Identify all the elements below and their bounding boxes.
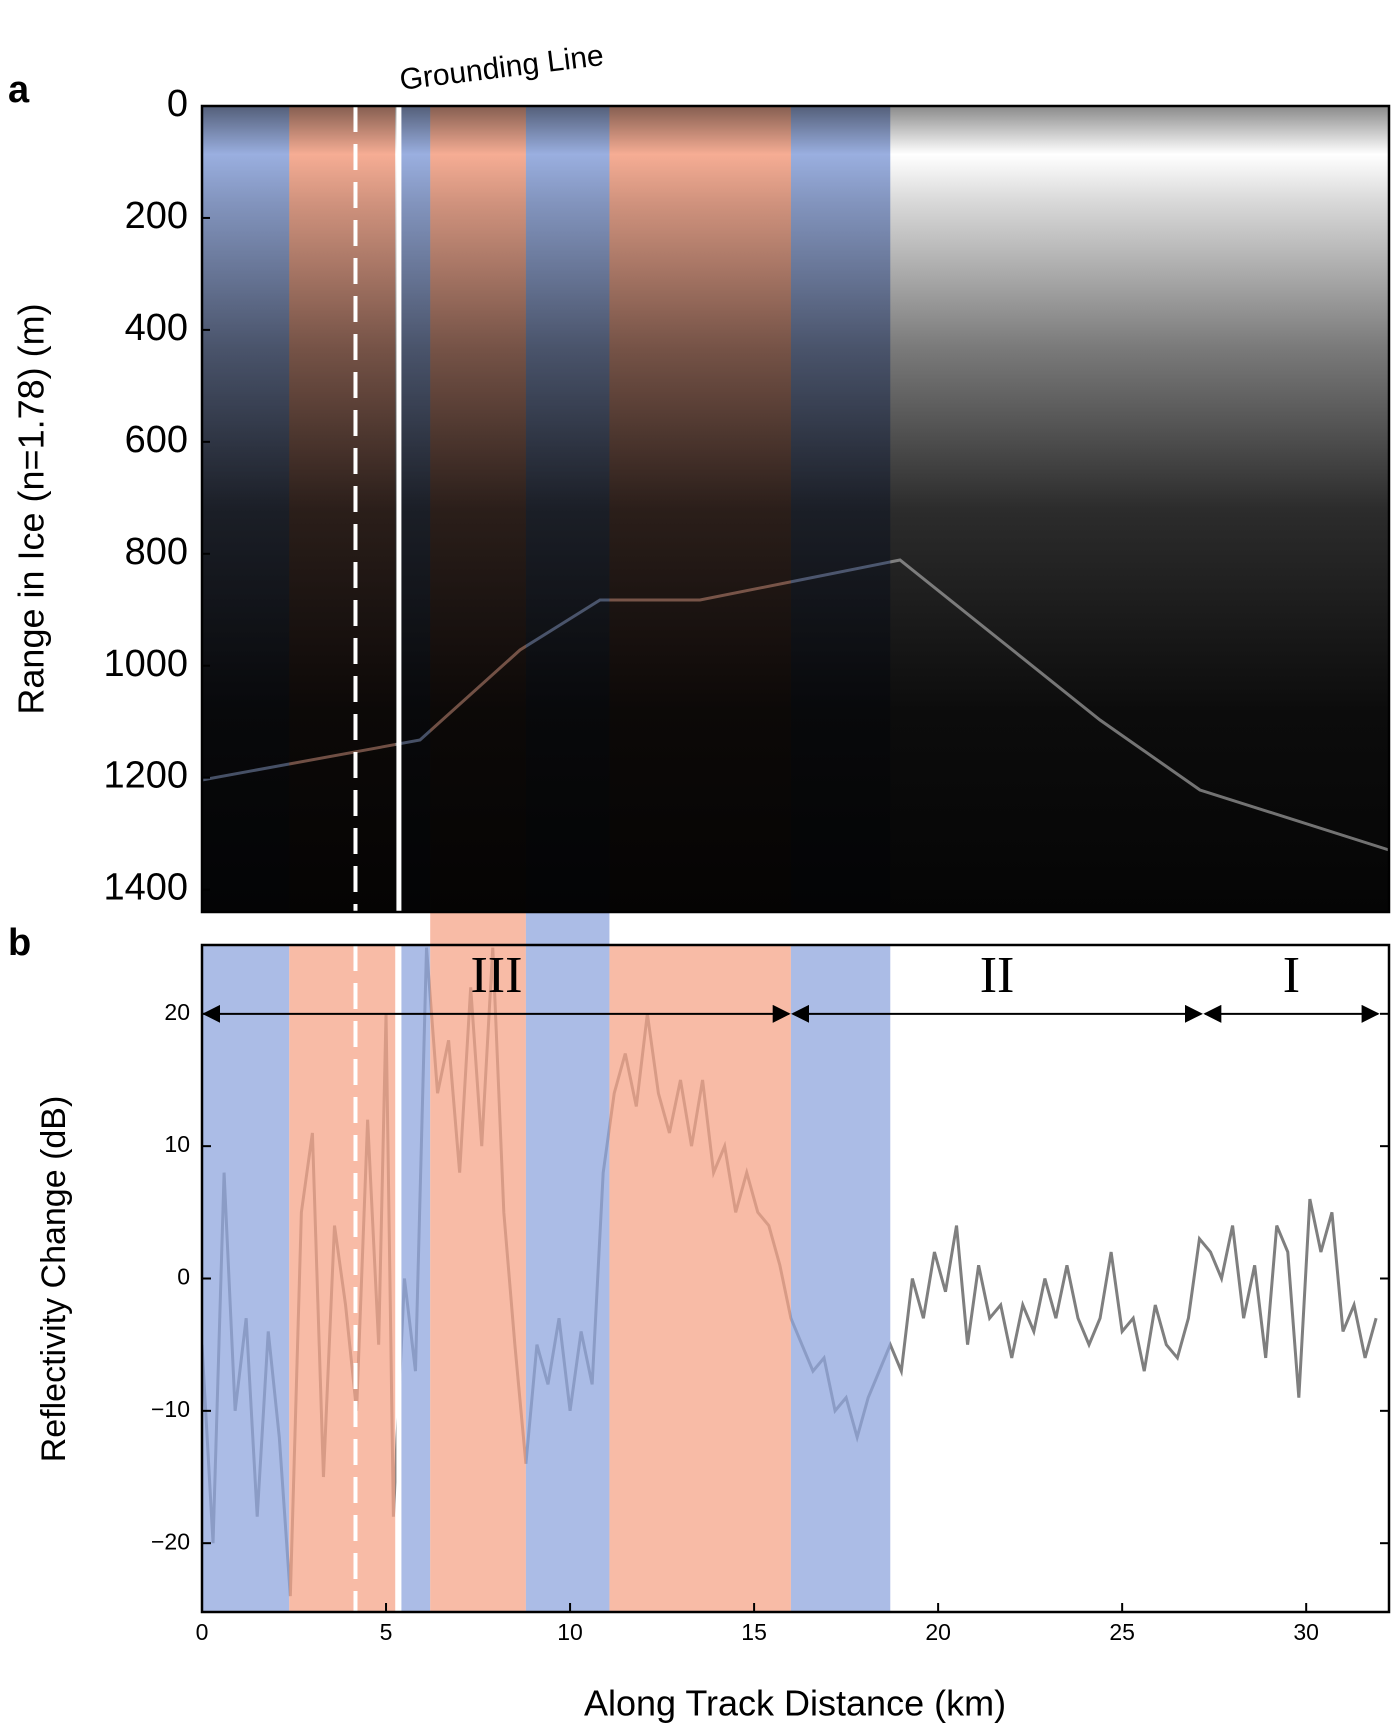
region [202, 945, 290, 1612]
y-tick-label: 600 [125, 419, 188, 461]
region [609, 945, 791, 1612]
y-tick-label: 1200 [103, 755, 188, 797]
x-tick-label: 15 [741, 1619, 767, 1645]
region [289, 106, 396, 912]
plot-frame [200, 943, 1391, 1614]
x-tick-label: 5 [380, 1619, 393, 1645]
x-tick-label: 10 [557, 1619, 583, 1645]
annotation: Grounding Line [398, 39, 606, 97]
y-axis-label: Reflectivity Change (dB) [35, 1096, 73, 1463]
region [202, 106, 290, 912]
region [289, 945, 396, 1612]
y-tick-label: 800 [125, 531, 188, 573]
x-tick-label: 0 [196, 1619, 209, 1645]
region [790, 945, 891, 1612]
region-bridge [430, 912, 526, 945]
region [525, 945, 610, 1612]
y-tick-label: 0 [177, 1264, 190, 1290]
x-tick-label: 25 [1109, 1619, 1135, 1645]
y-tick-label: 400 [125, 307, 188, 349]
x-tick-label: 20 [925, 1619, 951, 1645]
region [430, 106, 526, 912]
zone-label: III [470, 947, 522, 1004]
region [400, 106, 431, 912]
y-tick-label: 1400 [103, 867, 188, 909]
region [400, 945, 431, 1612]
panel-label: b [8, 922, 31, 964]
region [430, 945, 526, 1612]
plot-frame [200, 104, 1391, 914]
zone-label: I [1283, 947, 1300, 1004]
y-tick-label: 0 [167, 83, 188, 125]
y-tick-label: −20 [151, 1528, 190, 1554]
x-tick-label: 30 [1293, 1619, 1319, 1645]
region [525, 106, 610, 912]
y-tick-label: 200 [125, 195, 188, 237]
region [609, 106, 791, 912]
y-tick-label: 1000 [103, 643, 188, 685]
zone-label: II [980, 947, 1015, 1004]
x-axis-label: Along Track Distance (km) [584, 1683, 1006, 1724]
region [790, 106, 891, 912]
y-tick-label: 10 [164, 1131, 190, 1157]
y-tick-label: 20 [164, 999, 190, 1025]
panel-label: a [8, 69, 30, 111]
region-bridge [525, 912, 610, 945]
y-tick-label: −10 [151, 1396, 190, 1422]
y-axis-label: Range in Ice (n=1.78) (m) [11, 303, 52, 714]
